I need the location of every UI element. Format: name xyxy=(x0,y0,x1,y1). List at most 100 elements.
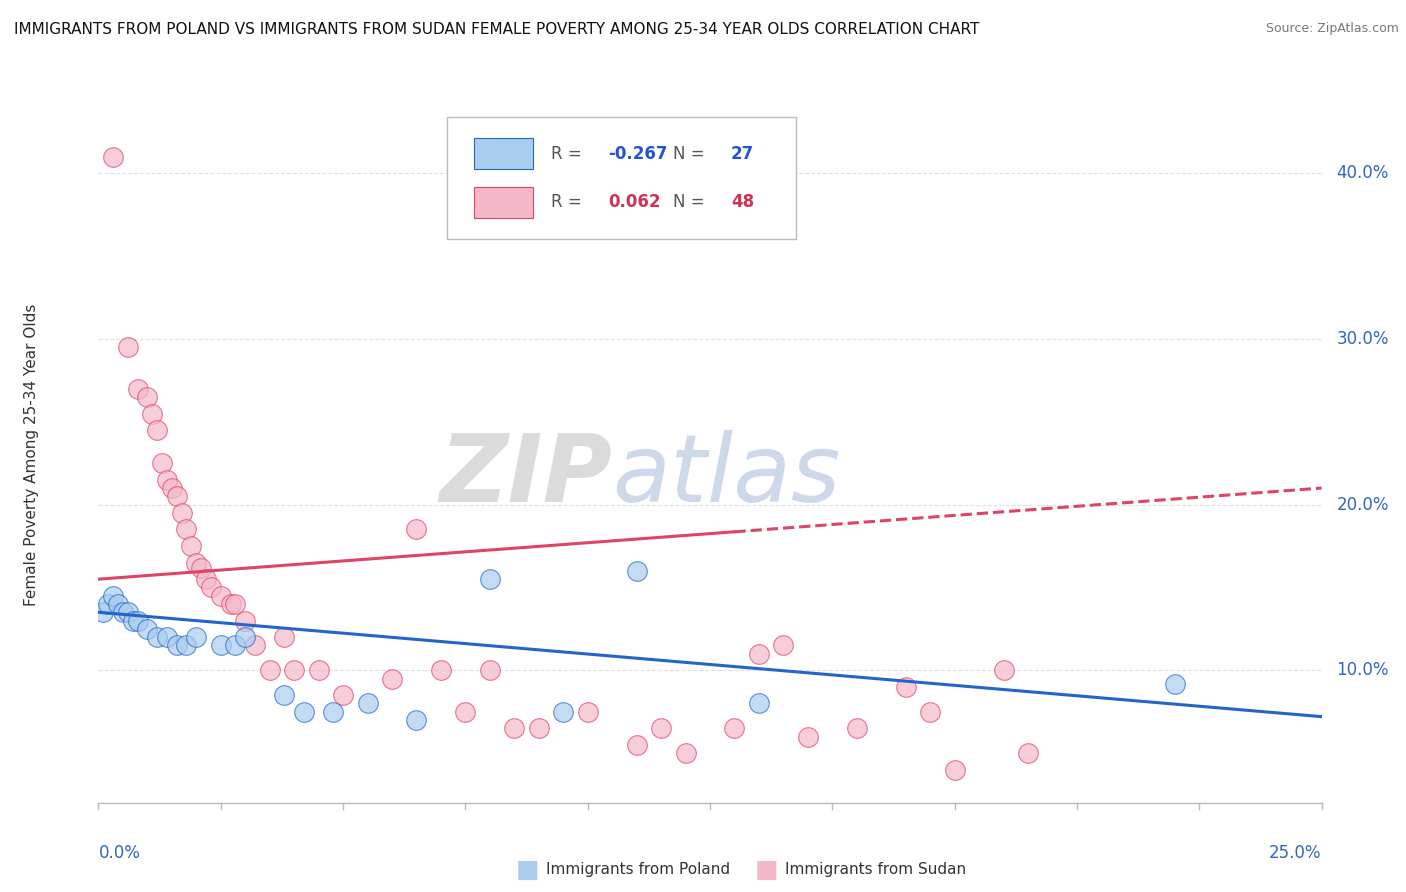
Point xyxy=(894,680,917,694)
Point xyxy=(503,721,526,735)
Point xyxy=(117,340,139,354)
Point xyxy=(156,473,179,487)
Text: R =: R = xyxy=(551,145,592,162)
Point xyxy=(156,630,179,644)
Point xyxy=(101,589,124,603)
Point xyxy=(107,597,129,611)
Point xyxy=(117,605,139,619)
Point xyxy=(224,639,246,653)
Point xyxy=(626,564,648,578)
Point xyxy=(626,738,648,752)
Point xyxy=(675,746,697,760)
Text: 30.0%: 30.0% xyxy=(1336,330,1389,348)
Point xyxy=(478,663,501,677)
Text: ■: ■ xyxy=(755,858,778,881)
Point xyxy=(920,705,942,719)
Point xyxy=(209,589,232,603)
Point xyxy=(576,705,599,719)
Text: R =: R = xyxy=(551,194,592,211)
Point xyxy=(170,506,193,520)
Point xyxy=(273,630,295,644)
Point xyxy=(91,605,114,619)
Point xyxy=(121,614,143,628)
Point xyxy=(233,630,256,644)
Point xyxy=(101,150,124,164)
Text: ZIP: ZIP xyxy=(439,430,612,522)
Point xyxy=(166,639,188,653)
Text: 0.0%: 0.0% xyxy=(98,844,141,863)
Point xyxy=(243,639,266,653)
Point xyxy=(111,605,134,619)
Point xyxy=(405,523,427,537)
Text: N =: N = xyxy=(673,145,716,162)
Text: 20.0%: 20.0% xyxy=(1336,496,1389,514)
Point xyxy=(195,572,218,586)
Point xyxy=(146,630,169,644)
Point xyxy=(160,481,183,495)
Text: Immigrants from Poland: Immigrants from Poland xyxy=(546,863,730,877)
Point xyxy=(259,663,281,677)
Point xyxy=(166,489,188,503)
Point xyxy=(209,639,232,653)
Text: atlas: atlas xyxy=(612,430,841,521)
Point xyxy=(527,721,550,735)
Point xyxy=(381,672,404,686)
Text: 48: 48 xyxy=(731,194,754,211)
Text: IMMIGRANTS FROM POLAND VS IMMIGRANTS FROM SUDAN FEMALE POVERTY AMONG 25-34 YEAR : IMMIGRANTS FROM POLAND VS IMMIGRANTS FRO… xyxy=(14,22,980,37)
Point xyxy=(308,663,330,677)
Text: ■: ■ xyxy=(516,858,538,881)
Point xyxy=(797,730,820,744)
Point xyxy=(723,721,745,735)
Point xyxy=(1164,676,1187,690)
Text: 27: 27 xyxy=(731,145,754,162)
Point xyxy=(190,560,212,574)
Point xyxy=(176,523,198,537)
Point xyxy=(136,622,159,636)
Point xyxy=(748,697,770,711)
Point xyxy=(176,639,198,653)
Text: Female Poverty Among 25-34 Year Olds: Female Poverty Among 25-34 Year Olds xyxy=(24,304,38,606)
Point xyxy=(186,556,208,570)
Text: 40.0%: 40.0% xyxy=(1336,164,1389,182)
Point xyxy=(430,663,453,677)
Point xyxy=(146,423,169,437)
Point xyxy=(1017,746,1039,760)
Point xyxy=(186,630,208,644)
Text: 10.0%: 10.0% xyxy=(1336,661,1389,680)
Point xyxy=(943,763,966,777)
Point xyxy=(650,721,672,735)
Point xyxy=(292,705,315,719)
Point xyxy=(127,382,149,396)
Bar xyxy=(474,138,533,169)
Point xyxy=(772,639,794,653)
Point xyxy=(845,721,868,735)
Point xyxy=(356,697,378,711)
Point xyxy=(332,688,354,702)
Point xyxy=(150,456,173,470)
Point xyxy=(200,581,222,595)
Point xyxy=(97,597,120,611)
Text: -0.267: -0.267 xyxy=(609,145,668,162)
Point xyxy=(405,713,427,727)
Point xyxy=(283,663,305,677)
Point xyxy=(233,614,256,628)
Point xyxy=(478,572,501,586)
Point xyxy=(748,647,770,661)
Point xyxy=(322,705,344,719)
Point xyxy=(219,597,242,611)
Bar xyxy=(474,187,533,218)
Point xyxy=(273,688,295,702)
Point xyxy=(454,705,477,719)
Point xyxy=(141,407,163,421)
Text: N =: N = xyxy=(673,194,716,211)
Point xyxy=(553,705,575,719)
FancyBboxPatch shape xyxy=(447,118,796,239)
Point xyxy=(993,663,1015,677)
Text: Source: ZipAtlas.com: Source: ZipAtlas.com xyxy=(1265,22,1399,36)
Point xyxy=(224,597,246,611)
Text: 25.0%: 25.0% xyxy=(1270,844,1322,863)
Text: 0.062: 0.062 xyxy=(609,194,661,211)
Point xyxy=(136,390,159,404)
Point xyxy=(127,614,149,628)
Point xyxy=(180,539,202,553)
